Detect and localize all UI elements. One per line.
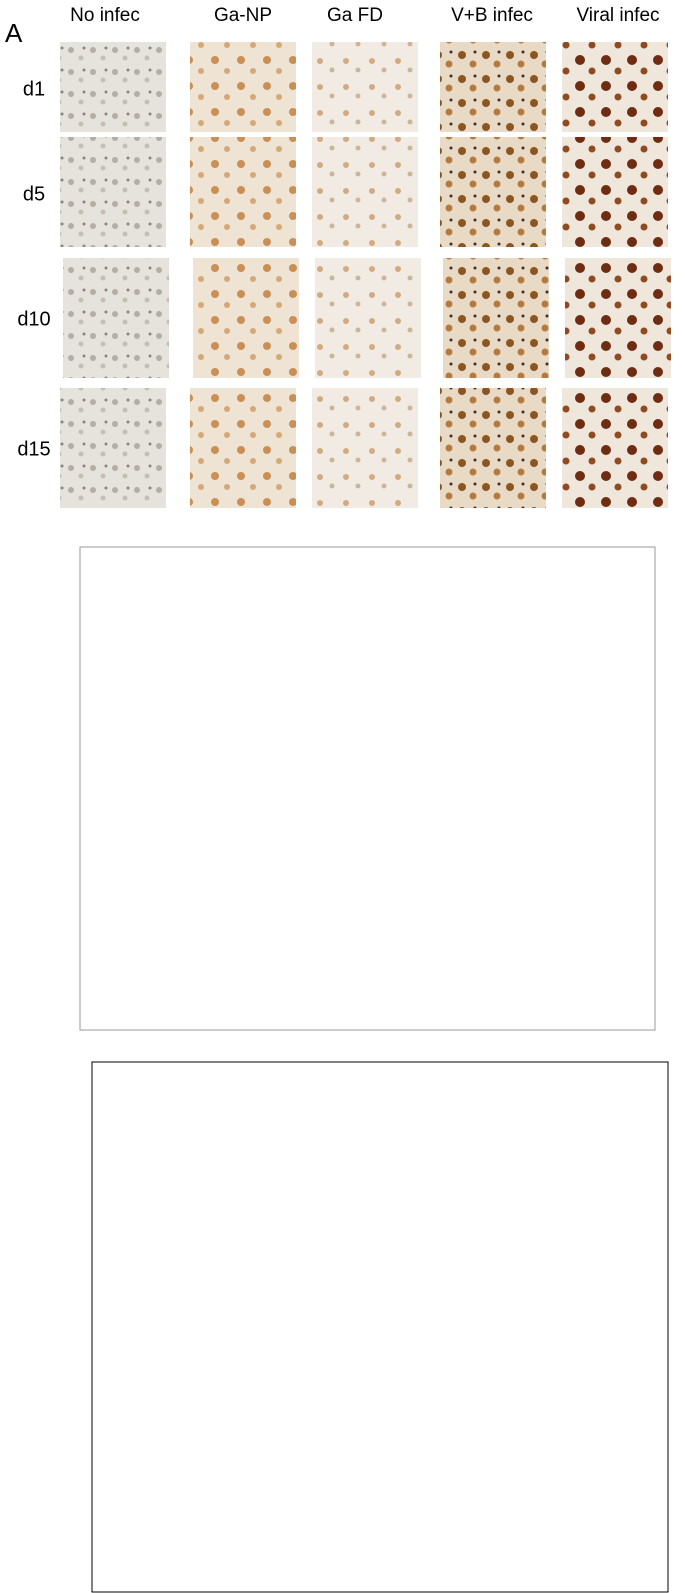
row-label: d5: [23, 183, 45, 205]
column-header: Viral infec: [576, 5, 659, 26]
micrograph: [60, 388, 166, 508]
panel-a: A No infec Ga-NP Ga FD V+B infec Viral infec…: [5, 5, 671, 508]
micrograph: [60, 137, 166, 247]
micrograph: [312, 137, 418, 247]
micrograph: [315, 258, 421, 378]
row-label: d1: [23, 78, 45, 100]
micrograph: [190, 388, 296, 508]
micrograph: [190, 137, 296, 247]
micrograph: [193, 258, 299, 378]
row-label: d15: [17, 438, 50, 460]
micrograph: [565, 258, 671, 378]
micrograph: [443, 258, 549, 378]
row-label: d10: [17, 308, 50, 330]
chart-frame: [79, 546, 656, 1031]
micrograph: [440, 42, 546, 132]
micrograph: [562, 388, 668, 508]
micrograph: [190, 42, 296, 132]
micrograph: [63, 258, 169, 378]
panel-label: A: [5, 18, 23, 48]
micrograph: [312, 42, 418, 132]
column-header: V+B infec: [451, 5, 533, 26]
micrograph: [440, 388, 546, 508]
micrograph: [312, 388, 418, 508]
chart-frame: [91, 1061, 669, 1593]
column-header: Ga-NP: [214, 5, 272, 26]
micrograph: [562, 137, 668, 247]
micrograph: [60, 42, 166, 132]
micrograph: [440, 137, 546, 247]
column-header: Ga FD: [327, 5, 383, 26]
micrograph: [562, 42, 668, 132]
column-header: No infec: [70, 5, 140, 26]
